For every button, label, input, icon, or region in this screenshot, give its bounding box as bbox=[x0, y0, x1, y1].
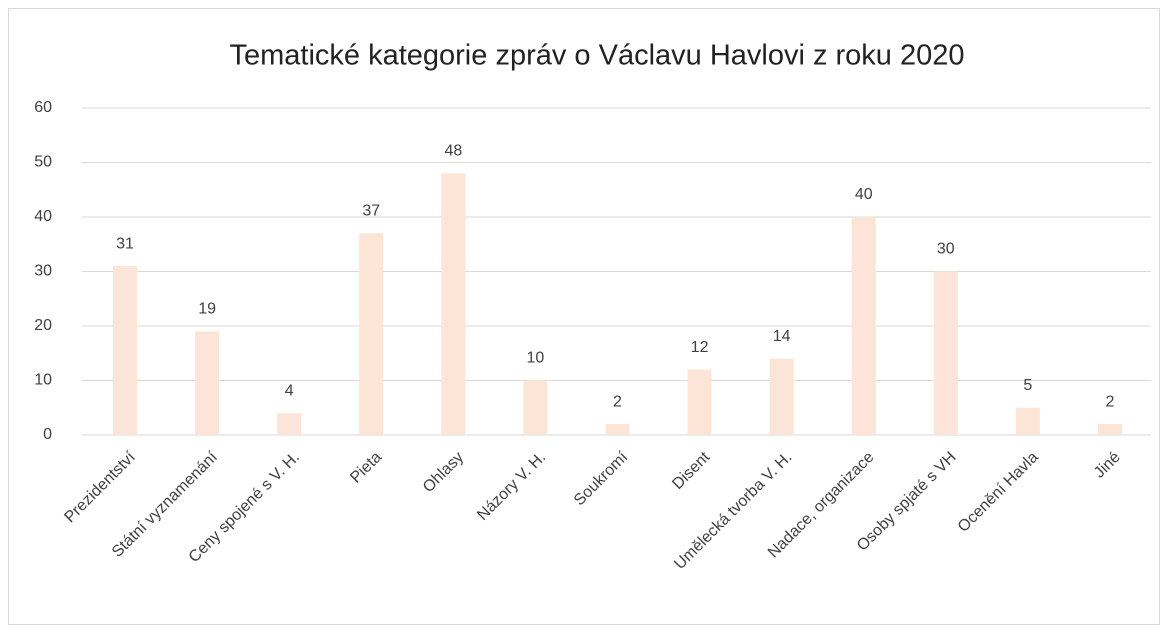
data-label: 4 bbox=[285, 382, 294, 399]
bar bbox=[523, 380, 548, 435]
data-label: 48 bbox=[444, 143, 462, 160]
bar bbox=[359, 233, 384, 435]
bar bbox=[687, 369, 712, 435]
y-tick-label: 20 bbox=[34, 317, 52, 334]
data-label: 10 bbox=[527, 350, 545, 367]
data-label: 37 bbox=[362, 203, 380, 220]
data-label: 14 bbox=[773, 328, 791, 345]
y-tick-label: 60 bbox=[34, 99, 52, 116]
data-label: 12 bbox=[691, 339, 709, 356]
y-tick-label: 40 bbox=[34, 208, 52, 225]
bar bbox=[933, 271, 958, 435]
chart-border bbox=[8, 8, 1160, 625]
bar bbox=[1097, 424, 1122, 435]
data-label: 40 bbox=[855, 186, 873, 203]
y-tick-label: 10 bbox=[34, 372, 52, 389]
bar bbox=[441, 173, 466, 435]
bar bbox=[1015, 407, 1040, 435]
data-label: 30 bbox=[937, 241, 955, 258]
y-tick-label: 30 bbox=[34, 263, 52, 280]
bar bbox=[605, 424, 630, 435]
bar bbox=[195, 331, 220, 435]
data-label: 2 bbox=[1106, 393, 1115, 410]
data-label: 5 bbox=[1023, 377, 1032, 394]
bar bbox=[113, 266, 138, 435]
chart-title: Tematické kategorie zpráv o Václavu Havl… bbox=[229, 40, 964, 72]
bar bbox=[277, 413, 302, 435]
bar bbox=[851, 217, 876, 435]
data-label: 2 bbox=[613, 393, 622, 410]
data-label: 31 bbox=[116, 235, 134, 252]
bar bbox=[769, 358, 794, 435]
y-tick-label: 0 bbox=[43, 426, 52, 443]
data-label: 19 bbox=[198, 301, 216, 318]
y-tick-label: 50 bbox=[34, 154, 52, 171]
